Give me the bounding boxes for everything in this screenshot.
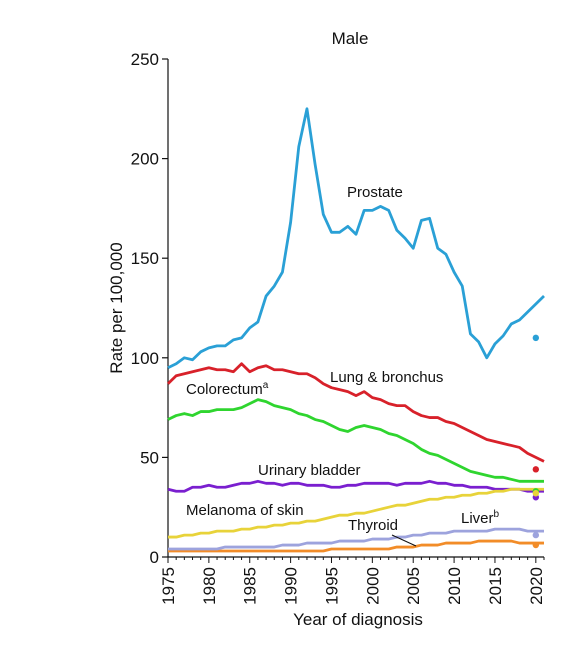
- series-label-liver: Liverb: [461, 509, 500, 527]
- series-label-lung: Lung & bronchus: [330, 369, 443, 386]
- x-tick-label: 1975: [159, 567, 178, 605]
- series-label-prostate: Prostate: [347, 184, 403, 201]
- point-2020-prostate: [532, 334, 540, 342]
- axes: 0 50 100 150 200 250 1975 1980 1985 1990 1995 2000 2…: [131, 50, 546, 605]
- y-axis-label: Rate per 100,000: [107, 242, 126, 373]
- x-tick-label: 2020: [527, 567, 546, 605]
- y-tick-label: 0: [150, 548, 159, 567]
- liver-sup: b: [494, 509, 500, 520]
- series-line-prostate: [167, 107, 545, 370]
- y-tick-label: 200: [131, 150, 159, 169]
- x-tick-label: 1990: [282, 567, 301, 605]
- x-tick-label: 1980: [200, 567, 219, 605]
- y-tick-label: 50: [140, 448, 159, 467]
- x-tick-label: 2015: [486, 567, 505, 605]
- thyroid-leader-line: [391, 534, 417, 547]
- point-2020-liver: [532, 531, 540, 539]
- x-tick-label: 2005: [404, 567, 423, 605]
- series-labels: Prostate Lung & bronchus Colorectuma Uri…: [186, 184, 500, 547]
- year-2020-points: [532, 334, 540, 549]
- y-tick-label: 250: [131, 50, 159, 69]
- y-tick-label: 100: [131, 349, 159, 368]
- y-tick-label: 150: [131, 249, 159, 268]
- series-label-bladder: Urinary bladder: [258, 462, 361, 479]
- series-line-colorectum: [167, 398, 544, 483]
- series-lines: [167, 107, 545, 553]
- point-2020-lung-bronchus: [532, 466, 540, 473]
- x-tick-label: 1985: [241, 567, 260, 605]
- x-axis-label: Year of diagnosis: [293, 610, 423, 629]
- series-label-colorectum: Colorectuma: [186, 380, 269, 398]
- colorectum-sup: a: [263, 380, 269, 391]
- chart-title: Male: [332, 29, 369, 48]
- series-line-urinary-bladder: [167, 479, 544, 493]
- series-line-lung-bronchus: [167, 362, 545, 463]
- series-label-thyroid: Thyroid: [348, 517, 398, 534]
- liver-name: Liver: [461, 510, 494, 527]
- point-2020-melanoma-of-skin: [532, 490, 540, 497]
- series-line-liver: [168, 527, 544, 551]
- x-tick-label: 2000: [363, 567, 382, 605]
- colorectum-name: Colorectum: [186, 381, 263, 398]
- series-line-thyroid: [168, 539, 544, 553]
- point-2020-thyroid: [532, 541, 540, 549]
- x-tick-label: 1995: [322, 567, 341, 605]
- x-tick-label: 2010: [445, 567, 464, 605]
- series-line-melanoma-of-skin: [168, 487, 544, 539]
- series-label-melanoma: Melanoma of skin: [186, 502, 304, 519]
